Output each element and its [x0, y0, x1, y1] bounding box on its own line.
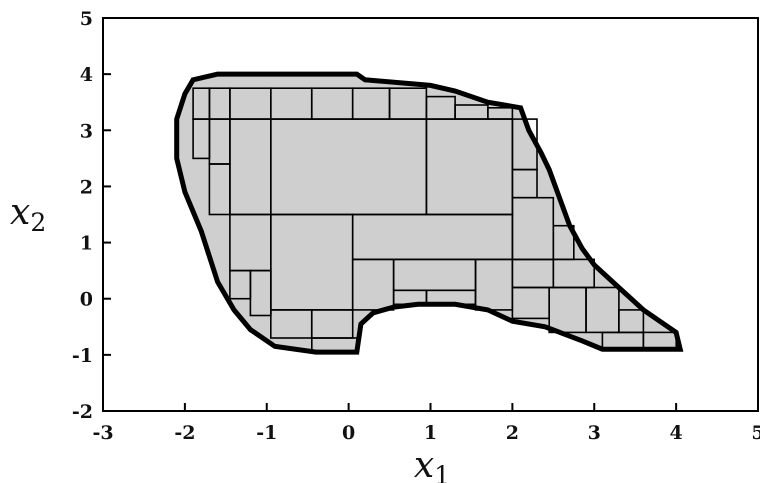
x-tick-label: 1	[424, 422, 437, 444]
x-tick-label: 4	[670, 422, 683, 444]
y-tick-label: -2	[72, 401, 93, 423]
y-tick-label: 1	[80, 233, 93, 255]
x-tick-label: 2	[506, 422, 519, 444]
x-tick-label: -2	[174, 422, 195, 444]
x-axis-title: x1	[414, 445, 450, 483]
paving-box	[229, 269, 252, 300]
paving-box	[208, 163, 231, 216]
paving-box	[511, 168, 538, 199]
paving-box	[310, 337, 358, 353]
paving-box	[208, 87, 231, 120]
y-tick-label: 5	[80, 8, 93, 30]
paving-box	[486, 107, 514, 120]
y-tick-label: -1	[72, 345, 93, 367]
x-tick-label: 0	[342, 422, 355, 444]
y-tick-label: 3	[80, 120, 93, 142]
x-tick-label: -1	[256, 422, 277, 444]
y-tick-label: 0	[80, 289, 93, 311]
x-tick-label: 5	[751, 422, 760, 444]
y-tick-label: 2	[80, 176, 93, 198]
y-tick-label: 4	[80, 64, 93, 86]
x-tick-label: -3	[92, 422, 113, 444]
paving-box	[425, 289, 477, 306]
box-layer	[192, 87, 678, 353]
x-tick-layer: -3 -2 -1 0 1 2 3 4 5	[92, 403, 760, 444]
x-tick-label: 3	[588, 422, 601, 444]
y-axis-title: x2	[10, 192, 46, 237]
paving-box	[642, 331, 678, 350]
y-tick-layer: -2 -1 0 1 2 3 4 5	[72, 8, 111, 423]
